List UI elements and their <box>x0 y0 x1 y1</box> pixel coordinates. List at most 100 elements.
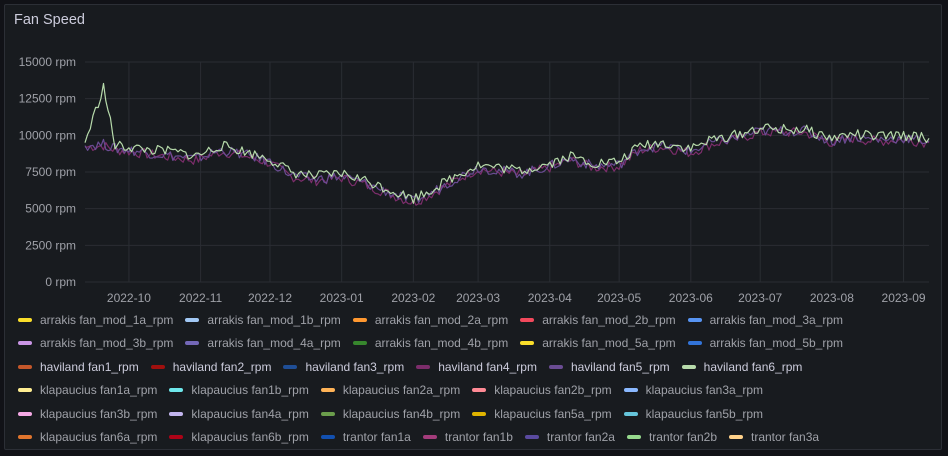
legend-swatch <box>185 317 200 322</box>
legend-label: arrakis fan_mod_4a_rpm <box>207 336 341 351</box>
legend-swatch <box>520 317 535 322</box>
legend-item[interactable]: haviland fan1_rpm <box>18 360 139 374</box>
legend-item[interactable]: klapaucius fan5b_rpm <box>623 407 763 421</box>
legend-label: haviland fan1_rpm <box>40 359 139 374</box>
legend-swatch <box>320 388 335 393</box>
legend-swatch <box>687 317 702 322</box>
legend-label: haviland fan5_rpm <box>570 359 670 374</box>
legend-label: haviland fan4_rpm <box>438 359 537 374</box>
legend-item[interactable]: arrakis fan_mod_4b_rpm <box>352 336 509 351</box>
legend-label: trantor fan3a <box>751 430 820 445</box>
legend-label: klapaucius fan1b_rpm <box>191 383 309 398</box>
legend-item[interactable]: arrakis fan_mod_2a_rpm <box>352 312 509 327</box>
legend-item[interactable]: klapaucius fan5a_rpm <box>472 406 612 421</box>
legend-swatch <box>548 364 563 369</box>
legend-item[interactable]: arrakis fan_mod_4a_rpm <box>185 336 341 351</box>
legend-item[interactable]: klapaucius fan4a_rpm <box>169 406 309 421</box>
legend-item[interactable]: klapaucius fan3a_rpm <box>623 383 764 398</box>
legend-item[interactable]: trantor fan3a <box>729 430 819 444</box>
x-tick-label: 2022-12 <box>248 291 292 305</box>
x-tick-label: 2022-11 <box>179 291 222 305</box>
legend-label: haviland fan2_rpm <box>172 359 272 374</box>
legend-label: klapaucius fan5a_rpm <box>494 406 612 421</box>
legend-row: klapaucius fan1a_rpm klapaucius fan1b_rpm… <box>18 379 938 403</box>
y-tick-label: 10000 rpm <box>19 128 76 142</box>
chart-legend: arrakis fan_mod_1a_rpm arrakis fan_mod_1b… <box>18 308 938 449</box>
legend-swatch <box>626 435 641 440</box>
legend-item[interactable]: haviland fan5_rpm <box>548 359 670 374</box>
legend-item[interactable]: arrakis fan_mod_5b_rpm <box>687 336 844 351</box>
legend-item[interactable]: klapaucius fan4b_rpm <box>320 407 460 421</box>
legend-item[interactable]: arrakis fan_mod_3a_rpm <box>687 313 843 327</box>
legend-label: arrakis fan_mod_1a_rpm <box>40 312 174 327</box>
legend-label: klapaucius fan2a_rpm <box>342 383 461 398</box>
legend-label: trantor fan1b <box>444 430 513 445</box>
legend-item[interactable]: klapaucius fan1a_rpm <box>18 383 157 397</box>
legend-item[interactable]: arrakis fan_mod_3b_rpm <box>18 336 173 350</box>
legend-swatch <box>352 317 367 322</box>
x-tick-label: 2023-08 <box>810 291 854 305</box>
legend-item[interactable]: klapaucius fan6b_rpm <box>169 430 309 445</box>
legend-swatch <box>18 388 32 393</box>
legend-row: arrakis fan_mod_1a_rpm arrakis fan_mod_1b… <box>18 308 938 332</box>
panel-title[interactable]: Fan Speed <box>14 12 85 28</box>
legend-swatch <box>524 435 539 440</box>
legend-swatch <box>18 317 32 322</box>
legend-label: haviland fan6_rpm <box>703 359 803 374</box>
legend-label: klapaucius fan3b_rpm <box>40 406 158 421</box>
legend-swatch <box>681 364 696 369</box>
y-tick-label: 0 rpm <box>45 275 76 289</box>
legend-label: arrakis fan_mod_2b_rpm <box>542 312 676 327</box>
series-line-haviland-fan5-rpm[interactable] <box>84 125 930 204</box>
legend-swatch <box>416 364 431 369</box>
legend-swatch <box>18 435 32 440</box>
legend-swatch <box>472 388 487 393</box>
legend-label: arrakis fan_mod_2a_rpm <box>374 312 509 327</box>
fan-speed-chart: 0 rpm 2500 rpm 5000 rpm 7500 rpm 10000 rpm 12… <box>19 55 930 305</box>
legend-label: klapaucius fan4a_rpm <box>191 406 309 421</box>
legend-item[interactable]: arrakis fan_mod_5a_rpm <box>520 336 676 350</box>
legend-item[interactable]: arrakis fan_mod_1b_rpm <box>185 312 341 327</box>
legend-label: arrakis fan_mod_1b_rpm <box>207 312 341 327</box>
x-tick-label: 2023-05 <box>597 291 641 305</box>
legend-swatch <box>623 388 638 393</box>
legend-item[interactable]: klapaucius fan6a_rpm <box>18 430 157 444</box>
legend-item[interactable]: klapaucius fan3b_rpm <box>18 407 157 421</box>
legend-swatch <box>18 341 32 346</box>
legend-swatch <box>520 341 535 346</box>
legend-row: haviland fan1_rpm haviland fan2_rpm havila… <box>18 355 938 379</box>
legend-label: arrakis fan_mod_5b_rpm <box>709 336 844 351</box>
legend-swatch <box>320 435 335 440</box>
x-tick-label: 2023-04 <box>528 291 572 305</box>
legend-swatch <box>150 364 165 369</box>
y-tick-label: 5000 rpm <box>25 202 76 216</box>
legend-item[interactable]: klapaucius fan2a_rpm <box>320 383 461 398</box>
legend-item[interactable]: trantor fan2b <box>626 430 717 445</box>
legend-swatch <box>18 364 32 369</box>
legend-swatch <box>729 435 743 440</box>
legend-label: klapaucius fan1a_rpm <box>40 383 158 398</box>
legend-item[interactable]: trantor fan1a <box>320 430 411 444</box>
legend-row: klapaucius fan3b_rpm klapaucius fan4a_rpm… <box>18 402 938 426</box>
legend-item[interactable]: haviland fan4_rpm <box>416 360 537 374</box>
legend-label: klapaucius fan3a_rpm <box>645 383 764 398</box>
legend-item[interactable]: haviland fan6_rpm <box>681 359 803 374</box>
fan-speed-panel: Fan Speed 0 rpm 2500 rpm 5000 rpm 7500 rpm 1… <box>4 4 942 450</box>
legend-label: arrakis fan_mod_4b_rpm <box>374 336 509 351</box>
legend-item[interactable]: arrakis fan_mod_1a_rpm <box>18 313 173 327</box>
legend-item[interactable]: trantor fan2a <box>524 430 615 445</box>
legend-item[interactable]: klapaucius fan2b_rpm <box>472 383 612 397</box>
y-tick-label: 15000 rpm <box>19 55 76 69</box>
legend-label: trantor fan2b <box>648 430 717 445</box>
legend-item[interactable]: haviland fan3_rpm <box>283 360 404 374</box>
legend-item[interactable]: arrakis fan_mod_2b_rpm <box>520 312 676 327</box>
x-tick-label: 2023-09 <box>882 291 926 305</box>
legend-label: klapaucius fan6b_rpm <box>191 430 309 445</box>
legend-label: trantor fan2a <box>546 430 615 445</box>
legend-item[interactable]: klapaucius fan1b_rpm <box>169 383 309 398</box>
legend-item[interactable]: haviland fan2_rpm <box>150 359 272 374</box>
series-line-haviland-fan6-rpm[interactable] <box>84 82 930 204</box>
y-tick-label: 7500 rpm <box>25 165 76 179</box>
legend-swatch <box>687 341 702 346</box>
legend-item[interactable]: trantor fan1b <box>422 430 513 445</box>
